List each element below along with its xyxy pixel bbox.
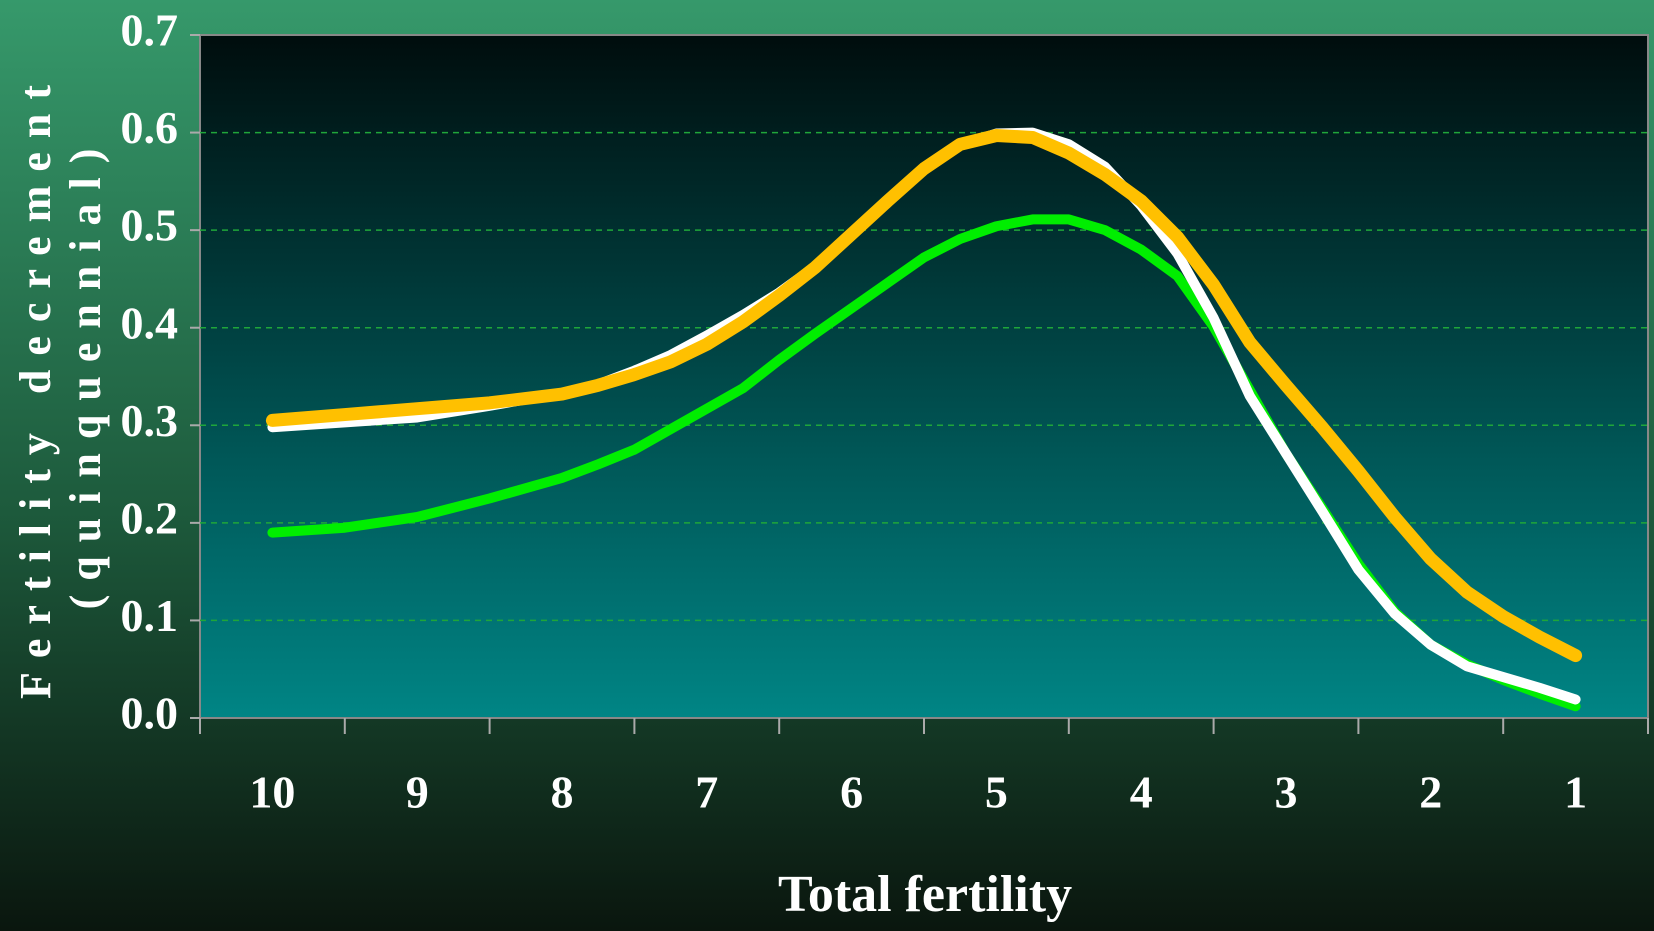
- x-tick-label: 8: [551, 767, 574, 818]
- x-tick-label: 7: [695, 767, 718, 818]
- x-axis-title: Total fertility: [778, 866, 1072, 923]
- x-tick-label: 10: [249, 767, 295, 818]
- y-tick-label: 0.0: [121, 688, 179, 739]
- x-tick-label: 4: [1130, 767, 1153, 818]
- y-tick-label: 0.2: [121, 492, 179, 543]
- x-tick-label: 9: [406, 767, 429, 818]
- plot-area: [199, 34, 1649, 719]
- y-tick-label: 0.5: [121, 200, 179, 251]
- x-tick-label: 2: [1419, 767, 1442, 818]
- y-tick-label: 0.3: [121, 395, 179, 446]
- y-tick-label: 0.7: [121, 5, 179, 56]
- x-tick-label: 1: [1564, 767, 1587, 818]
- x-tick-label: 6: [840, 767, 863, 818]
- y-tick-label: 0.6: [121, 102, 179, 153]
- y-tick-label: 0.1: [121, 590, 179, 641]
- y-axis-title: Fertility decrement: [11, 71, 60, 699]
- y-tick-label: 0.4: [121, 297, 179, 348]
- series-line: [265, 128, 1583, 663]
- x-tick-label: 3: [1275, 767, 1298, 818]
- x-tick-label: 5: [985, 767, 1008, 818]
- y-axis-title: (quinquennial): [61, 135, 110, 610]
